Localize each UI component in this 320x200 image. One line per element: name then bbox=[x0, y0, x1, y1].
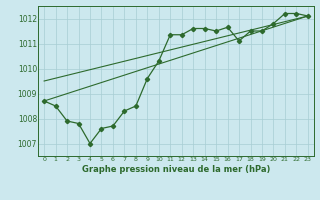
X-axis label: Graphe pression niveau de la mer (hPa): Graphe pression niveau de la mer (hPa) bbox=[82, 165, 270, 174]
